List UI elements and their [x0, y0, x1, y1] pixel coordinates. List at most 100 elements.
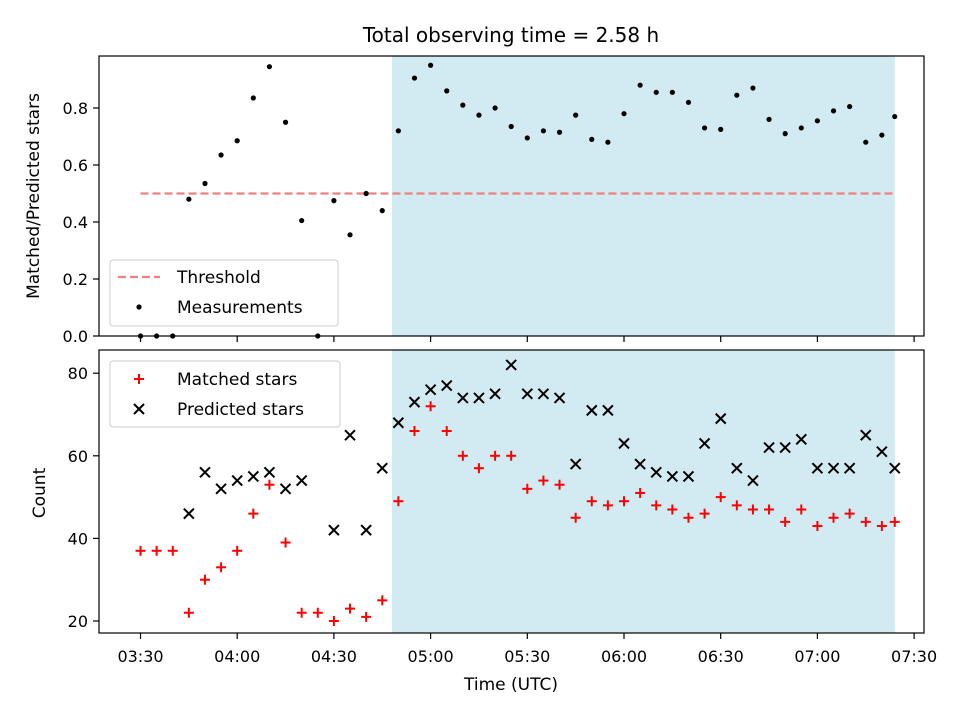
matched-star-point — [296, 607, 307, 618]
predicted-star-point — [295, 474, 308, 487]
top-legend-box — [109, 259, 339, 327]
x-tick-label: 07:30 — [891, 647, 937, 666]
measurement-point — [750, 85, 756, 91]
measurement-point — [379, 208, 385, 214]
matched-star-point — [651, 500, 662, 511]
predicted-star-point — [747, 474, 759, 487]
predicted-star-point — [698, 437, 711, 450]
matched-star-point — [264, 479, 275, 490]
x-axis-label: Time (UTC) — [463, 675, 558, 695]
predicted-star-point — [376, 462, 388, 474]
measurement-point — [814, 118, 821, 124]
measurement-point — [460, 102, 466, 108]
matched-star-point — [216, 562, 227, 573]
measurement-point — [476, 112, 482, 118]
measurement-point — [540, 128, 547, 134]
measurement-point — [847, 103, 853, 110]
matched-star-point — [699, 508, 710, 519]
predicted-star-point — [569, 458, 582, 470]
top-y-tick-label: 0.2 — [63, 270, 88, 289]
bottom-y-tick-label: 20 — [68, 612, 88, 631]
matched-star-point — [635, 487, 646, 498]
predicted-star-point — [183, 507, 195, 520]
bottom-y-axis-label: Count — [30, 467, 50, 518]
matched-star-point — [731, 500, 742, 511]
bottom-y-tick-label: 60 — [68, 447, 88, 466]
bottom-y-tick-label: 40 — [68, 529, 88, 548]
measurement-point — [266, 64, 273, 70]
matched-star-point — [876, 521, 887, 532]
measurement-point — [798, 125, 804, 131]
predicted-star-point — [860, 429, 872, 441]
predicted-star-point — [731, 462, 743, 474]
predicted-star-point — [827, 462, 840, 474]
matched-star-point — [345, 603, 356, 614]
legend-measurements-swatch — [136, 304, 142, 310]
matched-star-point — [248, 508, 259, 519]
measurement-point — [411, 75, 418, 81]
measurement-point — [589, 136, 595, 142]
top-marks — [137, 62, 898, 339]
legend-measurements-label: Measurements — [177, 298, 303, 318]
legend-matched-marker — [134, 374, 144, 384]
bottom-x-ticks: 03:30 04:00 04:30 05:00 05:30 06:00 06:30 07:00… — [117, 633, 937, 666]
matched-star-point — [747, 504, 758, 515]
measurement-point — [621, 111, 627, 117]
predicted-star-point — [889, 462, 901, 474]
measurement-point — [395, 128, 401, 134]
top-y-tick-label: 0.0 — [63, 327, 88, 346]
matched-star-point — [393, 496, 404, 507]
top-x-ticks — [139, 336, 915, 342]
top-axes-frame — [98, 55, 925, 337]
measurement-point — [863, 139, 869, 145]
matched-star-point — [280, 537, 291, 548]
legend-matched-swatch — [134, 374, 144, 384]
measurement-point — [605, 139, 611, 145]
predicted-star-point — [618, 437, 630, 450]
measurement-point — [685, 99, 692, 105]
predicted-star-point — [489, 388, 501, 400]
predicted-star-point — [328, 524, 340, 536]
measurement-point — [782, 131, 788, 137]
x-tick-label: 05:00 — [408, 647, 454, 666]
figure-title: Total observing time = 2.58 h — [362, 23, 659, 47]
matched-star-point — [860, 516, 871, 527]
matched-star-point — [377, 595, 388, 606]
matched-star-point — [167, 545, 178, 556]
predicted-star-point — [231, 474, 243, 487]
predicted-star-point — [763, 441, 775, 454]
matched-star-point — [667, 504, 678, 515]
bottom-y-ticks: 20 40 60 80 — [68, 364, 99, 631]
predicted-star-point — [344, 429, 356, 441]
predicted-star-point — [360, 524, 372, 536]
matched-star-point — [602, 500, 613, 511]
top-y-tick-label: 0.8 — [63, 99, 88, 118]
matched-star-point — [425, 401, 436, 412]
matched-star-point — [409, 426, 420, 437]
bottom-y-tick-label: 80 — [68, 364, 88, 383]
measurement-point — [250, 95, 256, 101]
x-tick-label: 04:30 — [311, 647, 357, 666]
predicted-star-point — [779, 441, 791, 454]
measurement-point — [653, 89, 659, 95]
predicted-star-point — [441, 379, 453, 392]
matched-star-point — [796, 504, 807, 515]
matched-star-point — [538, 475, 549, 486]
measurement-point — [669, 89, 675, 95]
matched-star-point — [844, 508, 855, 519]
predicted-star-point — [247, 470, 260, 483]
measurement-point — [718, 126, 724, 132]
measurement-point — [347, 232, 353, 238]
measurement-point — [508, 123, 514, 130]
measurement-point — [766, 116, 772, 122]
x-tick-label: 06:30 — [698, 647, 744, 666]
predicted-star-point — [876, 445, 888, 458]
predicted-star-point — [408, 396, 421, 408]
matched-star-point — [232, 545, 243, 556]
top-y-tick-label: 0.6 — [63, 156, 88, 175]
matched-star-point — [328, 616, 339, 626]
matched-star-point — [457, 450, 468, 461]
bottom-shaded-interval — [391, 350, 895, 633]
predicted-star-point — [843, 462, 856, 474]
